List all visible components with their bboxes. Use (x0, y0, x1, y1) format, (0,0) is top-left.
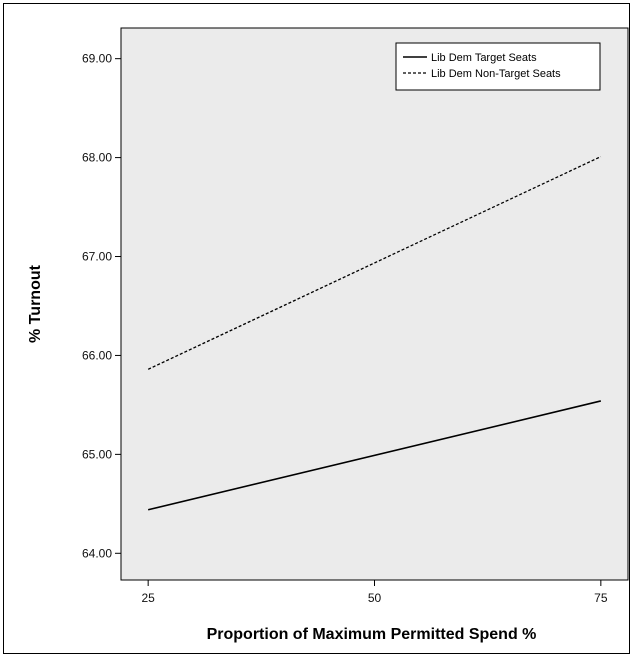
legend-label-target-seats: Lib Dem Target Seats (431, 52, 537, 64)
series-line-non-target-seats (147, 156, 602, 370)
x-tick-label: 25 (141, 591, 155, 605)
y-axis-title: % Turnout (27, 264, 44, 343)
x-tick-label: 50 (368, 591, 382, 605)
legend-label-non-target-seats: Lib Dem Non-Target Seats (431, 68, 561, 80)
x-tick-label: 75 (594, 591, 608, 605)
y-tick-label: 68.00 (82, 151, 112, 165)
y-tick-label: 69.00 (82, 52, 112, 66)
y-tick-label: 65.00 (82, 447, 112, 461)
y-tick-label: 64.00 (82, 546, 112, 560)
x-axis-title: Proportion of Maximum Permitted Spend % (207, 626, 537, 643)
legend: Lib Dem Target Seats Lib Dem Non-Target … (395, 42, 601, 91)
x-axis-ticks: 25 50 75 (141, 580, 608, 605)
plot-area (120, 27, 629, 581)
y-axis-ticks: 64.00 65.00 66.00 67.00 68.00 69.00 (82, 52, 121, 560)
legend-box (395, 42, 601, 91)
series-lines (147, 156, 602, 511)
y-tick-label: 67.00 (82, 250, 112, 264)
series-line-target-seats (147, 400, 602, 511)
y-tick-label: 66.00 (82, 348, 112, 362)
